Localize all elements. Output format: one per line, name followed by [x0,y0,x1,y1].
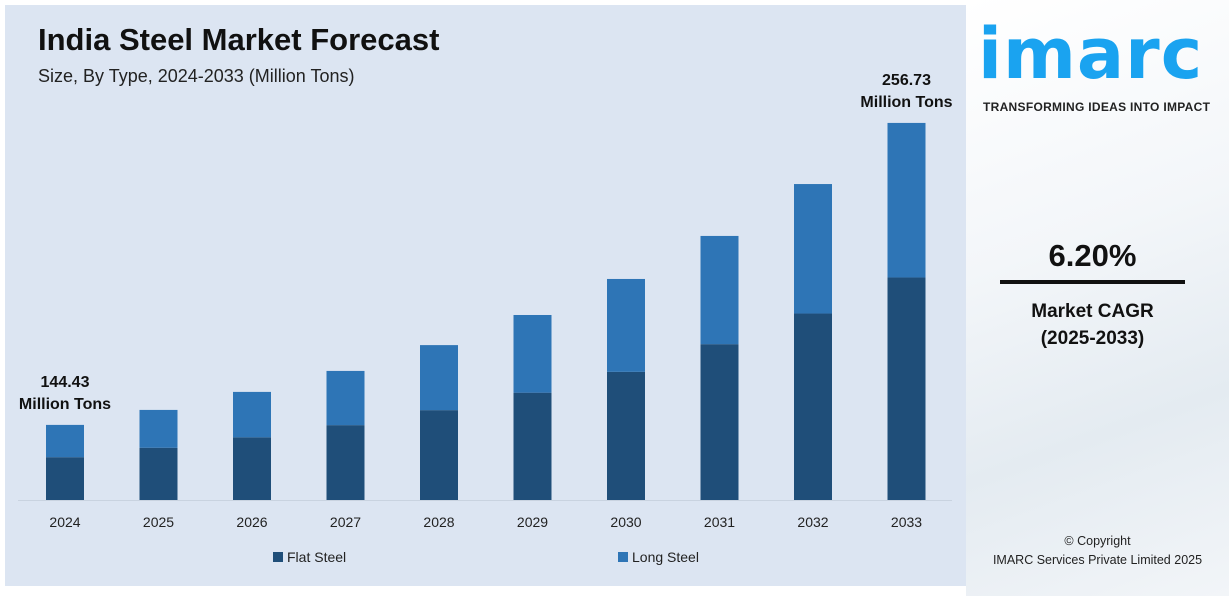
brand-panel [966,0,1229,596]
copyright-line2: IMARC Services Private Limited 2025 [992,553,1203,567]
x-tick-label: 2033 [891,514,922,530]
stacked-bar-chart: 2024 144.43 Million Tons 2025 2026 2027 2028 20… [18,72,953,530]
data-label-unit: Million Tons [860,94,952,111]
chart-subtitle: Size, By Type, 2024-2033 (Million Tons) [38,66,355,86]
bar-long-steel-2028 [420,345,458,411]
x-tick-label: 2026 [236,514,267,530]
bar-flat-steel-2033 [887,277,926,500]
bar-flat-steel-2029 [513,392,552,500]
x-tick-label: 2028 [423,514,454,530]
bar-flat-steel-2028 [420,410,458,500]
legend-swatch [273,552,283,562]
bar-flat-steel-2027 [326,425,365,500]
x-tick-label: 2027 [330,514,361,530]
bar-long-steel-2024 [46,424,84,458]
cagr-label-line2: (2025-2033) [1040,328,1145,349]
x-tick-label: 2031 [704,514,735,530]
cagr-divider [1000,280,1185,284]
bar-long-steel-2026 [233,391,271,438]
cagr-label: Market CAGR (2025-2033) [1000,298,1185,352]
bar-long-steel-2029 [513,314,552,393]
x-tick-label: 2029 [517,514,548,530]
bar-flat-steel-2031 [700,344,739,500]
copyright-line1: © Copyright [1064,534,1131,548]
legend-item-flat-steel: Flat Steel [273,549,346,565]
x-tick-label: 2032 [797,514,828,530]
bar-long-steel-2030 [607,278,645,372]
data-label-value: 256.73 [882,72,931,89]
copyright: © Copyright IMARC Services Private Limit… [970,532,1225,570]
bar-flat-steel-2032 [794,313,832,500]
bar-long-steel-2025 [139,409,178,448]
bar-flat-steel-2025 [139,447,178,500]
bar-long-steel-2031 [700,235,739,345]
chart-title: India Steel Market Forecast [38,22,440,57]
bar-long-steel-2032 [794,184,832,314]
data-label-unit: Million Tons [19,396,111,413]
bar-long-steel-2027 [326,370,365,426]
brand-tagline: TRANSFORMING IDEAS INTO IMPACT [983,100,1211,114]
cagr-value: 6.20% [1048,238,1137,273]
imarc-logo: imarc [978,13,1204,95]
legend-swatch [618,552,628,562]
legend-label: Flat Steel [287,549,347,565]
x-tick-label: 2025 [143,514,174,530]
x-tick-label: 2030 [610,514,641,530]
cagr-label-line1: Market CAGR [1031,301,1154,322]
bar-long-steel-2033 [887,122,926,278]
bar-flat-steel-2024 [46,457,84,500]
bar-flat-steel-2030 [607,371,645,500]
x-tick-label: 2024 [49,514,80,530]
legend-item-long-steel: Long Steel [618,549,699,565]
bar-flat-steel-2026 [233,437,271,500]
data-label-value: 144.43 [41,374,90,391]
legend-label: Long Steel [632,549,699,565]
